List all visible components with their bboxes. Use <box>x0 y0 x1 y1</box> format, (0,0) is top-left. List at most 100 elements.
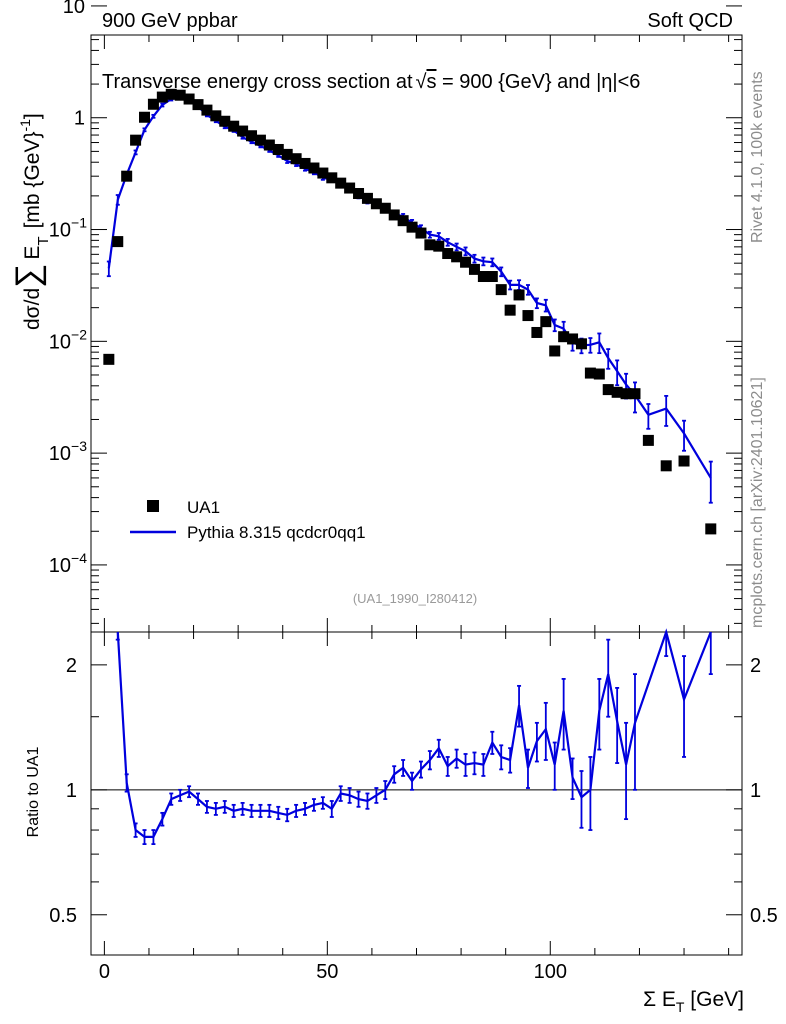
ua1-data-point <box>593 368 605 380</box>
main-y-axis: 10 1 10−1 10−2 10−3 10−4 <box>49 0 742 624</box>
mcplots-label: mcplots.cern.ch [arXiv:2401.10621] <box>749 377 766 628</box>
ua1-data-point <box>424 239 436 251</box>
ratio-y-tick-label: 0.5 <box>49 905 77 927</box>
ua1-data-point <box>451 251 463 263</box>
ua1-data-point <box>460 256 472 268</box>
legend-pythia-label: Pythia 8.315 qcdcr0qq1 <box>187 523 366 542</box>
ratio-x-tick-label: 0 <box>99 961 110 983</box>
ua1-data-point <box>468 263 480 275</box>
ua1-data-point <box>147 98 159 110</box>
ua1-data-point <box>477 271 489 283</box>
main-x-ticks <box>103 35 730 632</box>
main-y-axis-label: dσ/d∑ET[mb {GeV}-1] <box>9 113 52 330</box>
ua1-data-point <box>192 99 204 111</box>
ua1-data-point <box>210 110 222 122</box>
ua1-data-point <box>219 115 231 127</box>
pythia-series <box>106 94 713 504</box>
ua1-data-point <box>326 172 338 184</box>
ua1-data-point <box>660 460 672 472</box>
ua1-data-point <box>495 284 507 296</box>
ua1-data-point <box>379 202 391 214</box>
ua1-data-point <box>705 523 717 535</box>
ua1-data-point <box>174 89 186 101</box>
ua1-data-point <box>308 162 320 174</box>
main-plot-frame <box>90 34 743 633</box>
ua1-data-point <box>165 88 177 100</box>
ua1-data-point <box>531 326 543 338</box>
ratio-x-axis: 0 50 100 <box>99 632 730 983</box>
ua1-data-point <box>433 240 445 252</box>
ratio-y-tick-label-right: 0.5 <box>750 905 778 927</box>
ua1-data-point <box>549 345 561 357</box>
ratio-y-tick-label: 2 <box>66 655 77 677</box>
ratio-line <box>116 628 712 839</box>
ua1-data-point <box>567 333 579 345</box>
ratio-x-tick-label: 50 <box>316 961 338 983</box>
ua1-data-point <box>263 139 275 151</box>
ua1-data-point <box>112 236 124 248</box>
main-y-tick-label: 10 <box>63 0 85 18</box>
header-left-label: 900 GeV ppbar <box>102 10 238 32</box>
ua1-data-point <box>602 384 614 396</box>
ua1-data-point <box>388 209 400 221</box>
ua1-data-point <box>504 304 516 316</box>
ua1-data-point <box>406 221 418 233</box>
analysis-id-label: (UA1_1990_I280412) <box>353 591 477 606</box>
header-right-label: Soft QCD <box>647 10 733 32</box>
ua1-data-point <box>156 91 168 103</box>
ratio-y-tick-label: 1 <box>66 780 77 802</box>
ua1-series <box>103 88 717 535</box>
ua1-data-point <box>575 338 587 350</box>
ua1-data-point <box>611 386 623 398</box>
ua1-data-point <box>353 188 365 200</box>
ua1-data-point <box>584 367 596 379</box>
main-y-tick-label: 10−4 <box>49 550 87 577</box>
ua1-data-point <box>290 153 302 165</box>
ua1-data-point <box>237 125 249 137</box>
ua1-data-point <box>522 310 534 322</box>
ratio-y-axis-label: Ratio to UA1 <box>25 747 42 838</box>
ua1-data-point <box>513 289 525 301</box>
ua1-data-point <box>344 182 356 194</box>
ua1-data-point <box>620 388 632 400</box>
ratio-y-axis: 0.5 0.5 1 1 2 2 <box>49 655 778 927</box>
ua1-data-point <box>558 331 570 343</box>
ua1-data-point <box>642 434 654 446</box>
legend-ua1-marker <box>147 500 159 512</box>
ratio-y-tick-label-right: 2 <box>750 655 761 677</box>
ua1-data-point <box>678 455 690 467</box>
ua1-data-point <box>397 215 409 227</box>
ua1-data-point <box>540 316 552 328</box>
ua1-data-point <box>335 177 347 189</box>
ua1-data-point <box>370 198 382 210</box>
main-title: Transverse energy cross section at √s = 9… <box>102 71 640 93</box>
ua1-data-point <box>486 271 498 283</box>
ua1-data-point <box>317 167 329 179</box>
ua1-data-point <box>272 143 284 155</box>
ua1-data-point <box>121 170 133 182</box>
main-y-tick-label: 10−1 <box>49 215 87 242</box>
ua1-data-point <box>442 248 454 260</box>
ua1-data-point <box>281 148 293 160</box>
main-y-tick-label: 10−3 <box>49 438 87 465</box>
ratio-x-tick-label: 100 <box>534 961 567 983</box>
main-y-tick-label: 10−2 <box>49 326 87 353</box>
ratio-y-tick-label-right: 1 <box>750 780 761 802</box>
ua1-data-point <box>103 353 115 365</box>
legend: UA1 Pythia 8.315 qcdcr0qq1 <box>130 498 366 542</box>
ua1-data-point <box>183 93 195 105</box>
pythia-line <box>107 95 712 479</box>
rivet-version-label: Rivet 4.1.0, 100k events <box>749 71 766 243</box>
ua1-data-point <box>415 227 427 239</box>
ua1-data-point <box>130 134 142 146</box>
ratio-series <box>115 628 713 846</box>
ua1-data-point <box>139 111 151 123</box>
main-y-tick-label: 1 <box>74 108 85 130</box>
ua1-data-point <box>299 157 311 169</box>
ua1-data-point <box>201 104 213 116</box>
ua1-data-point <box>246 130 258 142</box>
legend-ua1-label: UA1 <box>187 498 220 517</box>
ua1-data-point <box>361 192 373 204</box>
ua1-data-point <box>254 134 266 146</box>
